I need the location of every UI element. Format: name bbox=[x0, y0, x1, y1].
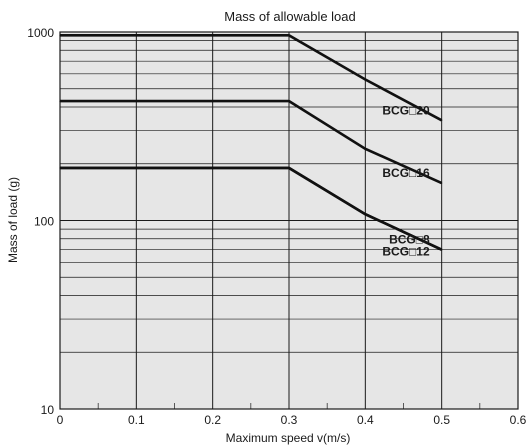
data-point bbox=[59, 167, 61, 169]
y-tick-labels: 10 100 1000 bbox=[27, 26, 54, 417]
data-point bbox=[59, 100, 61, 102]
x-tick-label: 0.2 bbox=[204, 413, 221, 427]
data-point bbox=[288, 167, 290, 169]
data-point bbox=[364, 213, 366, 215]
series-label-1: BCG□20 bbox=[382, 103, 430, 117]
x-tick-label: 0.4 bbox=[357, 413, 374, 427]
series-label-2: BCG□16 bbox=[382, 166, 430, 180]
grid bbox=[59, 32, 519, 409]
chart-title: Mass of allowable load bbox=[224, 9, 356, 24]
x-tick-label: 0.6 bbox=[510, 413, 527, 427]
data-point bbox=[288, 100, 290, 102]
data-point bbox=[441, 182, 443, 184]
data-point bbox=[288, 34, 290, 36]
y-tick-label: 100 bbox=[34, 215, 54, 229]
series-line-4 bbox=[60, 166, 443, 251]
x-axis-label: Maximum speed v(m/s) bbox=[226, 431, 351, 445]
x-tick-label: 0.1 bbox=[128, 413, 145, 427]
series-label-4: BCG□12 bbox=[382, 245, 430, 259]
y-axis-label: Mass of load (g) bbox=[6, 177, 20, 263]
data-point bbox=[59, 34, 61, 36]
x-tick-labels: 0 0.1 0.2 0.3 0.4 0.5 0.6 bbox=[57, 413, 527, 427]
data-point bbox=[441, 119, 443, 121]
y-tick-label: 10 bbox=[41, 403, 55, 417]
series-line-2 bbox=[60, 99, 443, 185]
series-label-3: BCG□8 bbox=[389, 233, 430, 247]
x-tick-label: 0 bbox=[57, 413, 64, 427]
series-lines bbox=[59, 34, 443, 251]
data-point bbox=[364, 78, 366, 81]
series-line-1 bbox=[60, 34, 443, 122]
data-point bbox=[364, 148, 366, 150]
y-tick-label: 1000 bbox=[27, 26, 54, 40]
x-tick-label: 0.3 bbox=[281, 413, 298, 427]
data-point bbox=[441, 249, 443, 251]
x-tick-label: 0.5 bbox=[433, 413, 450, 427]
